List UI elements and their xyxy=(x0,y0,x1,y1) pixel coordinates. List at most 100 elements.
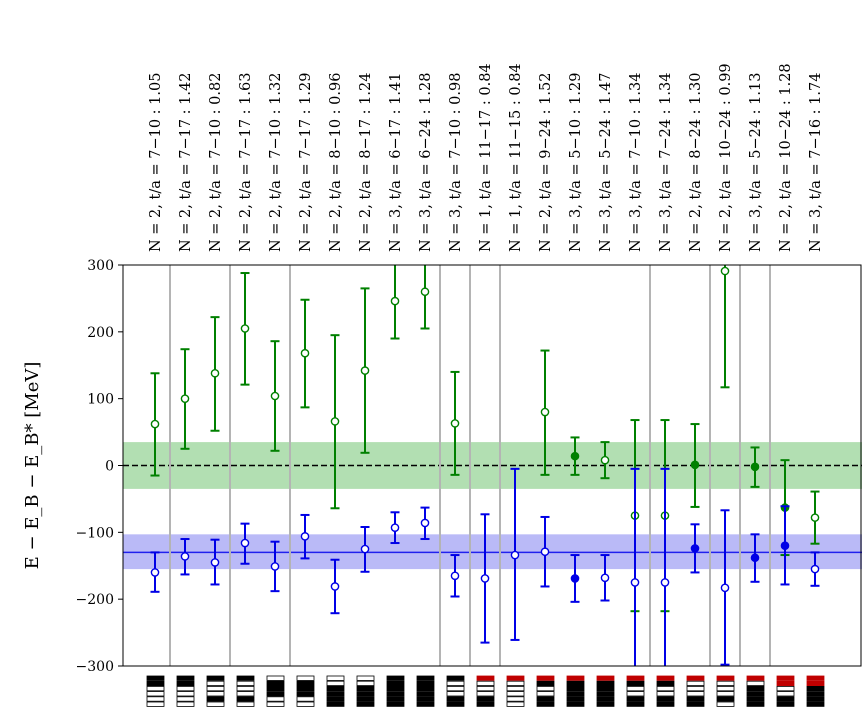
data-point xyxy=(360,366,370,375)
y-tick-label: 200 xyxy=(87,325,114,341)
data-point xyxy=(750,462,760,472)
data-point xyxy=(330,417,340,426)
operator-icon xyxy=(566,675,585,707)
operator-icon xyxy=(236,675,255,707)
data-point xyxy=(450,571,460,581)
data-point xyxy=(300,532,310,541)
data-point xyxy=(540,547,550,557)
operator-icon xyxy=(326,675,345,707)
operator-icon xyxy=(476,675,495,707)
data-point xyxy=(660,578,670,587)
data-point xyxy=(330,582,340,591)
data-point xyxy=(420,287,430,297)
data-point xyxy=(270,562,280,571)
fit-labels: N = 2, t/a = 7−10 : 1.05 N = 2, t/a = 7−1… xyxy=(148,63,824,252)
data-point xyxy=(750,553,760,563)
data-point xyxy=(450,419,460,428)
data-point xyxy=(720,583,730,593)
fit-label: N = 3, t/a = 5−24 : 1.13 xyxy=(748,73,764,252)
data-point xyxy=(420,518,430,528)
data-point xyxy=(360,544,370,554)
operator-icon xyxy=(536,675,555,707)
data-point xyxy=(570,451,580,461)
operator-icon xyxy=(716,675,735,707)
data-point xyxy=(210,558,220,567)
data-point xyxy=(240,324,250,333)
fit-label: N = 2, t/a = 7−10 : 1.05 xyxy=(148,73,164,252)
y-tick-label: −200 xyxy=(76,592,114,608)
operator-icon xyxy=(626,675,645,707)
fit-label: N = 2, t/a = 10−24 : 1.28 xyxy=(778,63,794,252)
data-point xyxy=(540,407,550,417)
fit-label: N = 2, t/a = 10−24 : 0.99 xyxy=(718,63,734,252)
data-point xyxy=(570,574,580,583)
y-axis-title: E − E_B − E_B* [MeV] xyxy=(22,362,43,570)
fit-label: N = 3, t/a = 7−16 : 1.74 xyxy=(808,73,824,252)
operator-icon xyxy=(686,675,705,707)
data-point xyxy=(600,573,610,583)
operator-icon xyxy=(146,675,165,707)
fit-label: N = 3, t/a = 6−17 : 1.41 xyxy=(388,73,404,252)
data-point xyxy=(270,391,280,401)
operator-icon xyxy=(506,675,525,707)
data-point xyxy=(180,394,190,403)
operator-icon xyxy=(296,675,315,707)
separator-lines xyxy=(169,265,771,666)
fit-label: N = 3, t/a = 7−10 : 0.98 xyxy=(448,73,464,252)
data-point xyxy=(810,564,820,574)
operator-icon xyxy=(806,675,825,707)
data-point xyxy=(720,266,730,276)
fit-label: N = 2, t/a = 8−17 : 1.24 xyxy=(358,73,374,252)
operator-icons xyxy=(146,675,825,707)
fit-label: N = 3, t/a = 7−10 : 1.34 xyxy=(628,73,644,252)
y-tick-label: −300 xyxy=(76,659,114,675)
data-point xyxy=(240,538,250,548)
series-1 xyxy=(150,467,820,666)
y-tick-label: 300 xyxy=(87,258,114,274)
operator-icon xyxy=(446,675,465,707)
fit-label: N = 2, t/a = 7−10 : 0.82 xyxy=(208,73,224,252)
data-point xyxy=(150,568,160,577)
operator-icon xyxy=(596,675,615,707)
data-point xyxy=(300,348,310,358)
fit-label: N = 2, t/a = 8−24 : 1.30 xyxy=(688,73,704,252)
fit-label: N = 1, t/a = 11−17 : 0.84 xyxy=(478,63,494,252)
fit-label: N = 3, t/a = 5−24 : 1.47 xyxy=(598,73,614,252)
fit-label: N = 2, t/a = 7−17 : 1.63 xyxy=(238,73,254,252)
y-tick-label: −100 xyxy=(76,525,114,541)
fit-label: N = 2, t/a = 7−17 : 1.42 xyxy=(178,73,194,252)
data-series-layer xyxy=(150,265,820,666)
operator-icon xyxy=(266,675,285,707)
data-point xyxy=(600,455,610,465)
data-point xyxy=(690,460,700,470)
operator-icon xyxy=(206,675,225,707)
fit-label: N = 2, t/a = 7−10 : 1.32 xyxy=(268,73,284,252)
bands-layer xyxy=(123,442,862,570)
operator-icon xyxy=(746,675,765,707)
fit-label: N = 2, t/a = 9−24 : 1.52 xyxy=(538,73,554,252)
data-point xyxy=(510,550,520,560)
fit-label: N = 1, t/a = 11−15 : 0.84 xyxy=(508,63,524,252)
data-point xyxy=(630,578,640,587)
data-point xyxy=(210,368,220,378)
data-point xyxy=(480,574,490,583)
data-point xyxy=(150,419,160,429)
y-axis: −300 −200 −100 0 100 200 300 xyxy=(76,258,123,675)
fit-label: N = 2, t/a = 8−10 : 0.96 xyxy=(328,73,344,252)
y-tick-label: 100 xyxy=(87,392,114,408)
operator-icon xyxy=(386,675,405,707)
data-point xyxy=(390,523,400,532)
operator-icon xyxy=(416,675,435,707)
fit-label: N = 2, t/a = 7−17 : 1.29 xyxy=(298,73,314,252)
fit-label: N = 3, t/a = 7−24 : 1.34 xyxy=(658,73,674,252)
data-point xyxy=(180,552,190,561)
operator-icon xyxy=(176,675,195,707)
data-point xyxy=(390,296,400,306)
data-point xyxy=(810,513,820,522)
fit-label: N = 3, t/a = 6−24 : 1.28 xyxy=(418,73,434,252)
operator-icon xyxy=(356,675,375,707)
y-tick-label: 0 xyxy=(105,459,114,475)
operator-icon xyxy=(656,675,675,707)
data-point xyxy=(690,544,700,553)
